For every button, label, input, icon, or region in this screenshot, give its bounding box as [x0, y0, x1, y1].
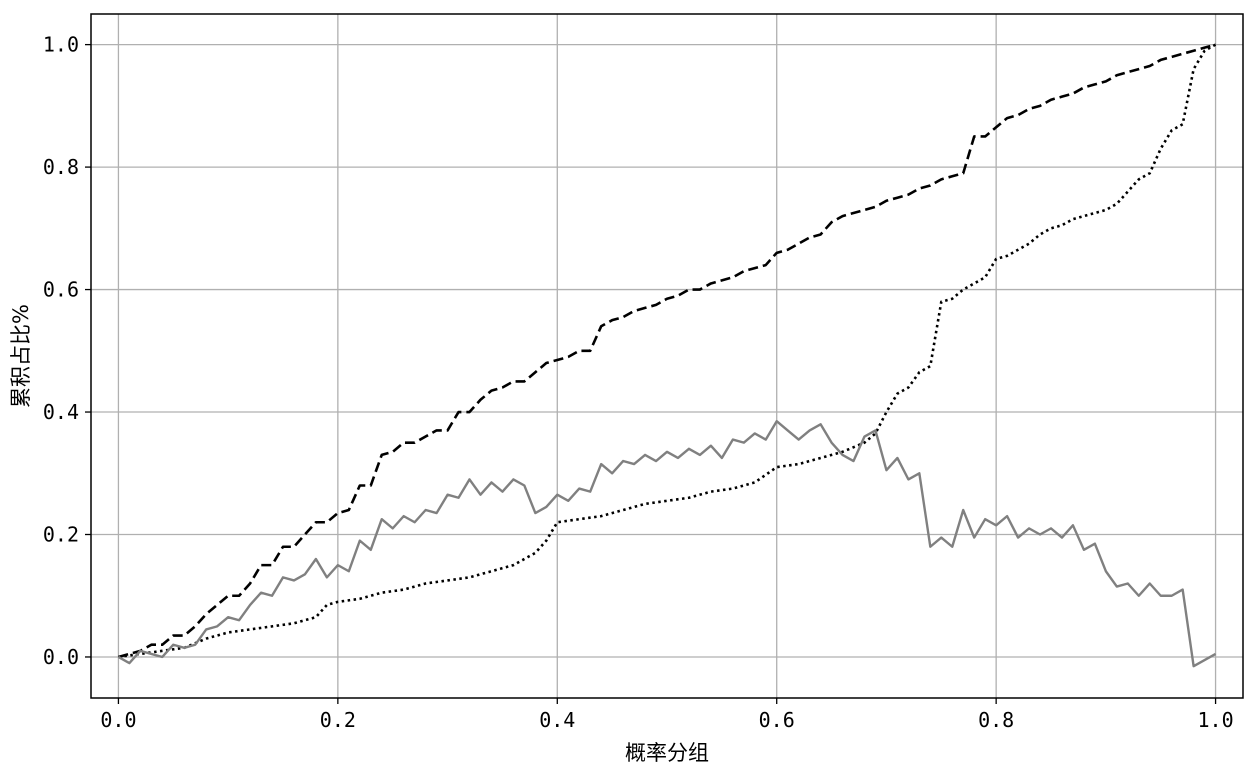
solid-series-line: [117, 420, 1217, 668]
y-tick-label: 0.6: [43, 278, 79, 302]
grid-layer: [91, 14, 1243, 698]
x-axis-label: 概率分组: [625, 741, 709, 765]
y-tick-label: 0.8: [43, 155, 79, 179]
x-tick-label: 0.6: [759, 708, 795, 732]
dotted-series-line: [118, 43, 1217, 659]
dashed-series-line: [118, 43, 1216, 659]
y-tick-label: 1.0: [43, 33, 79, 57]
y-axis-label: 累积占比%: [9, 304, 33, 408]
series-layer: [117, 43, 1217, 668]
y-tick-label: 0.0: [43, 645, 79, 669]
plot-frame: [90, 13, 1244, 699]
y-tick-label: 0.4: [43, 400, 79, 424]
x-tick-label: 0.8: [978, 708, 1014, 732]
y-tick-label: 0.2: [43, 523, 79, 547]
x-tick-label: 0.0: [100, 708, 136, 732]
x-tick-label: 1.0: [1198, 708, 1234, 732]
x-tick-label: 0.4: [539, 708, 575, 732]
x-tick-label: 0.2: [320, 708, 356, 732]
ticks-layer: 0.0 0.2 0.4 0.6 0.8 1.0 0.0 0.2 0.4 0.6 0.8 1.0: [43, 33, 1234, 732]
